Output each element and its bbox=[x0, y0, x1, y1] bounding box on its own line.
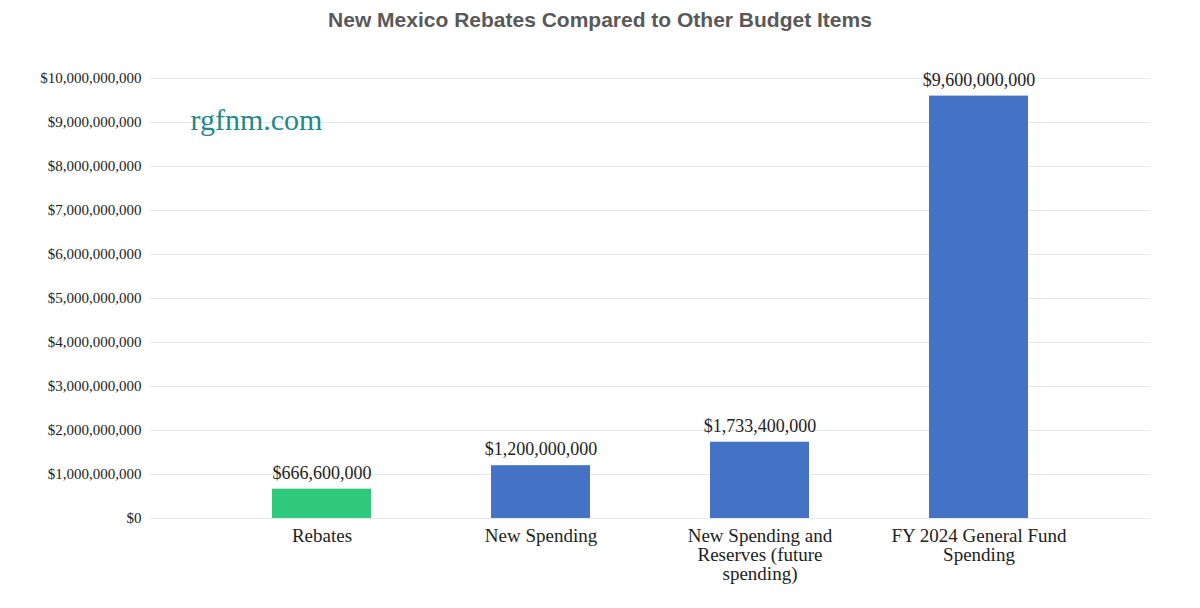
svg-text:$9,600,000,000: $9,600,000,000 bbox=[923, 70, 1036, 90]
svg-text:$3,000,000,000: $3,000,000,000 bbox=[48, 378, 142, 394]
svg-text:$8,000,000,000: $8,000,000,000 bbox=[48, 158, 142, 174]
svg-text:Rebates: Rebates bbox=[292, 525, 352, 546]
svg-text:$5,000,000,000: $5,000,000,000 bbox=[48, 290, 142, 306]
html-text:New Mexico Rebates Compared to: New Mexico Rebates Compared to Other Bud… bbox=[328, 8, 872, 31]
svg-text:$666,600,000: $666,600,000 bbox=[273, 463, 372, 483]
svg-text:New Spending andReserves (futu: New Spending andReserves (futurespending… bbox=[688, 525, 833, 585]
svg-text:New Spending: New Spending bbox=[485, 525, 598, 546]
svg-text:$2,000,000,000: $2,000,000,000 bbox=[48, 422, 142, 438]
svg-text:$1,733,400,000: $1,733,400,000 bbox=[704, 416, 817, 436]
svg-text:$0: $0 bbox=[127, 510, 142, 526]
svg-text:$1,000,000,000: $1,000,000,000 bbox=[48, 466, 142, 482]
svg-text:$7,000,000,000: $7,000,000,000 bbox=[48, 202, 142, 218]
svg-text:FY 2024 General FundSpending: FY 2024 General FundSpending bbox=[891, 525, 1067, 565]
svg-text:$6,000,000,000: $6,000,000,000 bbox=[48, 246, 142, 262]
svg-text:$10,000,000,000: $10,000,000,000 bbox=[40, 70, 141, 86]
svg-text:rgfnm.com: rgfnm.com bbox=[191, 103, 323, 136]
svg-text:$4,000,000,000: $4,000,000,000 bbox=[48, 334, 142, 350]
svg-text:$1,200,000,000: $1,200,000,000 bbox=[485, 439, 598, 459]
svg-text:$9,000,000,000: $9,000,000,000 bbox=[48, 114, 142, 130]
